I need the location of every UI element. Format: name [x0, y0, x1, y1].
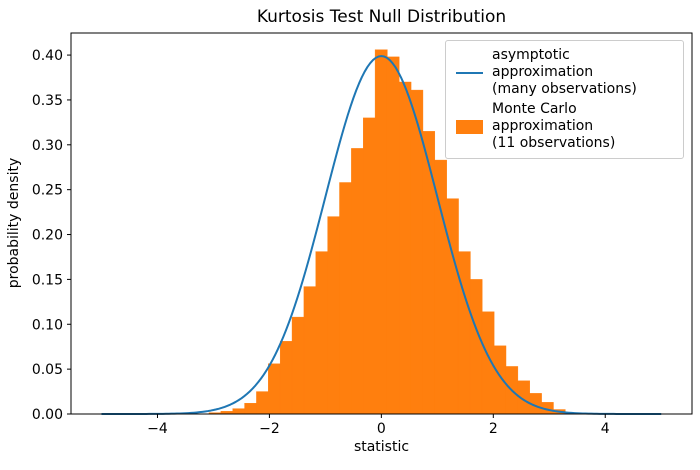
y-axis-label: probability density: [6, 157, 22, 289]
histogram-bar: [374, 49, 388, 415]
chart-title: Kurtosis Test Null Distribution: [256, 7, 507, 27]
histogram-bar: [291, 316, 305, 415]
legend-label-line: (many observations): [492, 81, 637, 97]
density-curve: [101, 55, 662, 415]
histogram-bar: [315, 251, 329, 415]
x-tick-label: 4: [601, 421, 610, 437]
histogram-bar: [303, 286, 317, 415]
y-tick-label: 0.25: [32, 183, 63, 199]
legend-label-asymptotic: asymptotic approximation (many observati…: [492, 47, 675, 98]
histogram-bar: [232, 408, 246, 415]
histogram-bar: [363, 117, 376, 415]
histogram-bar: [279, 341, 293, 415]
histogram-bar: [422, 131, 436, 415]
x-tick-label: −2: [259, 421, 280, 437]
y-tick-label: 0.10: [32, 317, 63, 333]
y-tick-label: 0.40: [32, 48, 63, 64]
histogram-bar: [386, 56, 400, 415]
histogram-bar: [327, 216, 341, 415]
legend-patch-swatch: [454, 119, 484, 134]
y-tick-label: 0.00: [32, 407, 63, 423]
x-tick-label: 2: [489, 421, 498, 437]
legend-label-line: asymptotic approximation: [492, 47, 594, 80]
histogram-bar: [398, 81, 412, 415]
histogram-bar: [268, 363, 281, 415]
y-tick-label: 0.20: [32, 228, 63, 244]
legend-label-montecarlo: Monte Carlo approximation (11 observatio…: [492, 101, 675, 152]
histogram-bar: [256, 391, 269, 415]
legend: asymptotic approximation (many observati…: [445, 40, 684, 159]
legend-line-swatch: [454, 71, 484, 74]
y-tick-label: 0.15: [32, 272, 63, 288]
histogram-bar: [493, 345, 507, 415]
x-tick-label: −4: [147, 421, 168, 437]
histogram-bar: [457, 251, 471, 415]
x-axis-label: statistic: [353, 439, 410, 455]
histogram-bar: [434, 159, 447, 415]
legend-item-asymptotic: asymptotic approximation (many observati…: [454, 47, 675, 98]
histogram-bar: [244, 403, 258, 415]
legend-label-line: Monte Carlo approximation: [492, 101, 594, 134]
histogram-bar: [351, 148, 364, 415]
y-tick-label: 0.35: [32, 93, 63, 109]
x-tick-label: 0: [377, 421, 386, 437]
y-tick-label: 0.30: [32, 138, 63, 154]
y-tick-label: 0.05: [32, 362, 63, 378]
legend-item-montecarlo: Monte Carlo approximation (11 observatio…: [454, 101, 675, 152]
histogram-bar: [469, 279, 483, 415]
histogram-bar: [339, 182, 352, 415]
histogram-bar: [446, 198, 459, 415]
legend-label-line: (11 observations): [492, 135, 616, 151]
